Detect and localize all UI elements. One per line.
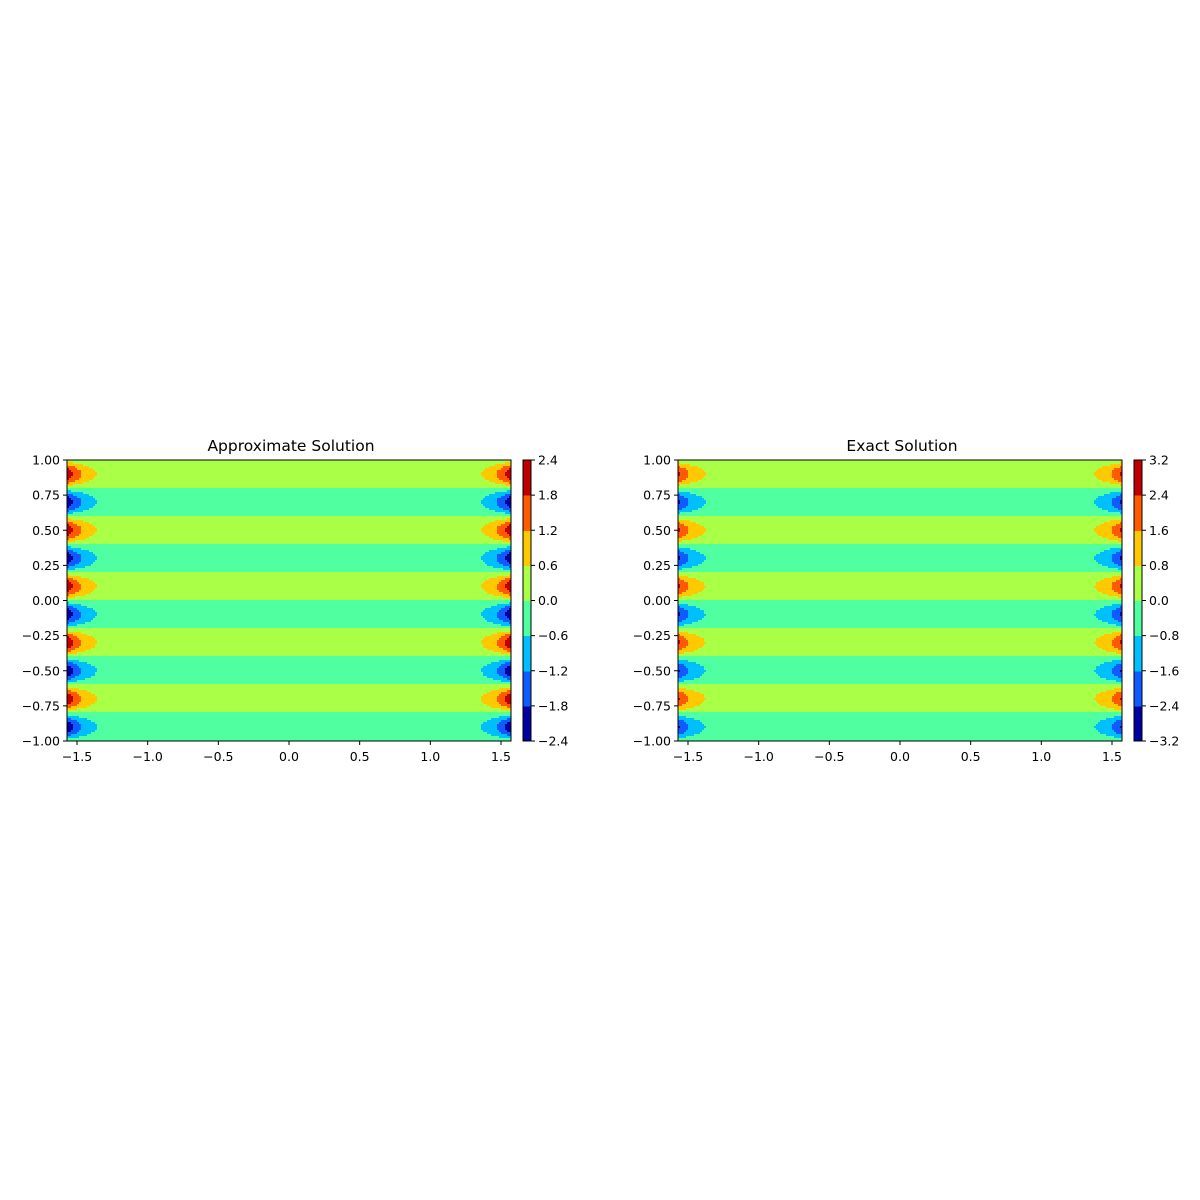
colorbar-band-2 bbox=[1134, 635, 1142, 672]
colorbar-band-4 bbox=[523, 565, 531, 601]
colorbar-band-3 bbox=[523, 600, 531, 637]
colorbar-tick-label: 2.4 bbox=[1149, 488, 1169, 503]
y-tick-label: 0.25 bbox=[643, 558, 671, 573]
x-tick-label: −1.0 bbox=[132, 749, 162, 764]
y-tick-label: 0.75 bbox=[643, 488, 671, 503]
contour-band-3 bbox=[67, 488, 511, 741]
colorbar-band-6 bbox=[1134, 495, 1142, 531]
contour-map-exact bbox=[678, 460, 1122, 741]
y-tick-label: 0.50 bbox=[32, 523, 60, 538]
x-tick-label: 1.0 bbox=[420, 749, 440, 764]
colorbar-approximate: −2.4 −1.8 −1.2 −0.6 0.0 0.6 1.2 1.8 2.4 bbox=[522, 453, 568, 749]
colorbar-band-1 bbox=[1134, 670, 1142, 707]
x-tick-label: −0.5 bbox=[203, 749, 233, 764]
colorbar-tick-label: −1.2 bbox=[538, 663, 568, 678]
colorbar-exact: −3.2 −2.4 −1.6 −0.8 0.0 0.8 1.6 2.4 3.2 bbox=[1133, 453, 1179, 749]
colorbar-band-3 bbox=[1134, 600, 1142, 637]
colorbar-tick-label: −0.6 bbox=[538, 628, 568, 643]
y-tick-label: −0.25 bbox=[22, 628, 60, 643]
colorbar-band-6 bbox=[523, 495, 531, 531]
colorbar-tick-label: 1.8 bbox=[538, 488, 558, 503]
colorbar-tick-label: −1.8 bbox=[538, 698, 568, 713]
contour-map-approximate bbox=[67, 460, 511, 741]
x-tick-label: 0.5 bbox=[350, 749, 370, 764]
y-tick-label: 0.00 bbox=[32, 593, 60, 608]
x-tick-label: 0.0 bbox=[279, 749, 299, 764]
y-axis-approximate: −1.00 −0.75 −0.50 −0.25 0.00 0.25 0.50 0.75 1.00 bbox=[22, 453, 67, 749]
colorbar-tick-label: −3.2 bbox=[1149, 734, 1179, 749]
contour-band-4 bbox=[67, 460, 511, 712]
y-tick-label: 0.50 bbox=[643, 523, 671, 538]
y-tick-label: 0.00 bbox=[643, 593, 671, 608]
colorbar-tick-label: 1.2 bbox=[538, 523, 558, 538]
x-tick-label: −0.5 bbox=[814, 749, 844, 764]
colorbar-tick-label: 2.4 bbox=[538, 453, 558, 468]
x-tick-label: 1.0 bbox=[1031, 749, 1051, 764]
colorbar-tick-label: 0.8 bbox=[1149, 558, 1169, 573]
panel-exact: Exact Solution −1.5 −1.0 −0.5 0.0 0.5 1.0 1.5 … bbox=[633, 437, 1180, 764]
colorbar-band-0 bbox=[1134, 705, 1142, 742]
colorbar-tick-label: −2.4 bbox=[1149, 698, 1179, 713]
x-tick-label: −1.5 bbox=[673, 749, 703, 764]
colorbar-band-7 bbox=[1134, 460, 1142, 496]
chart-title-approximate: Approximate Solution bbox=[207, 437, 374, 455]
y-tick-label: 0.25 bbox=[32, 558, 60, 573]
y-tick-label: −0.25 bbox=[633, 628, 671, 643]
colorbar-tick-label: 0.6 bbox=[538, 558, 558, 573]
colorbar-band-5 bbox=[523, 530, 531, 566]
y-tick-label: −1.00 bbox=[22, 734, 60, 749]
contour-band-4 bbox=[678, 460, 1122, 712]
colorbar-tick-label: 0.0 bbox=[538, 593, 558, 608]
x-tick-label: 1.5 bbox=[491, 749, 511, 764]
colorbar-tick-label: 1.6 bbox=[1149, 523, 1169, 538]
colorbar-tick-label: 3.2 bbox=[1149, 453, 1169, 468]
x-tick-label: 0.0 bbox=[890, 749, 910, 764]
panel-approximate: Approximate Solution −1.5 −1.0 −0.5 0.0 0.5 1… bbox=[22, 437, 569, 764]
x-axis-exact: −1.5 −1.0 −0.5 0.0 0.5 1.0 1.5 bbox=[673, 741, 1122, 764]
colorbar-band-7 bbox=[523, 460, 531, 496]
y-tick-label: −0.75 bbox=[22, 698, 60, 713]
x-tick-label: 1.5 bbox=[1102, 749, 1122, 764]
colorbar-tick-label: −1.6 bbox=[1149, 663, 1179, 678]
y-tick-label: 0.75 bbox=[32, 488, 60, 503]
contour-band-3 bbox=[678, 488, 1122, 741]
y-tick-label: 1.00 bbox=[643, 453, 671, 468]
colorbar-band-1 bbox=[523, 670, 531, 707]
y-axis-exact: −1.00 −0.75 −0.50 −0.25 0.00 0.25 0.50 0.75 1.00 bbox=[633, 453, 678, 749]
colorbar-band-4 bbox=[1134, 565, 1142, 601]
colorbar-tick-label: −2.4 bbox=[538, 734, 568, 749]
y-tick-label: −0.50 bbox=[22, 663, 60, 678]
colorbar-band-5 bbox=[1134, 530, 1142, 566]
x-tick-label: 0.5 bbox=[961, 749, 981, 764]
y-tick-label: 1.00 bbox=[32, 453, 60, 468]
x-tick-label: −1.0 bbox=[743, 749, 773, 764]
colorbar-band-0 bbox=[523, 705, 531, 742]
y-tick-label: −1.00 bbox=[633, 734, 671, 749]
chart-title-exact: Exact Solution bbox=[846, 437, 957, 455]
colorbar-tick-label: 0.0 bbox=[1149, 593, 1169, 608]
x-tick-label: −1.5 bbox=[62, 749, 92, 764]
x-axis-approximate: −1.5 −1.0 −0.5 0.0 0.5 1.0 1.5 bbox=[62, 741, 511, 764]
y-tick-label: −0.75 bbox=[633, 698, 671, 713]
colorbar-tick-label: −0.8 bbox=[1149, 628, 1179, 643]
colorbar-band-2 bbox=[523, 635, 531, 672]
y-tick-label: −0.50 bbox=[633, 663, 671, 678]
